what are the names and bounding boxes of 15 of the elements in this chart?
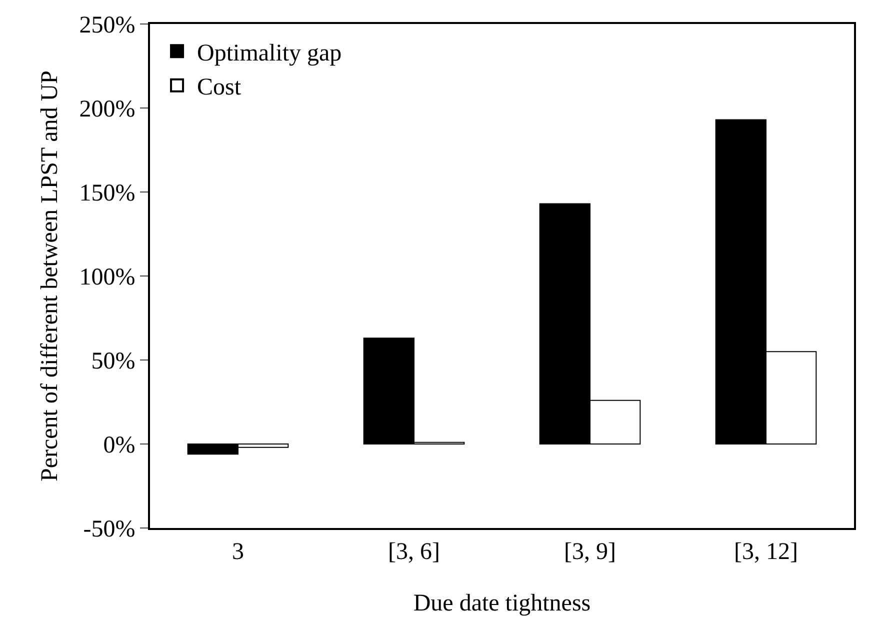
x-tick-label: [3, 9] [564,538,616,565]
y-tick-label: 200% [79,96,136,122]
y-tick-label: -50% [83,516,136,542]
y-tick-label: 50% [91,348,136,374]
y-tick-label: 0% [103,432,136,458]
y-tick-label: 100% [79,264,136,290]
x-tick-label: [3, 6] [388,538,440,565]
y-axis-title: Percent of different between LPST and UP [36,70,63,482]
x-tick-label: 3 [232,538,244,565]
x-tick-label: [3, 12] [734,538,798,565]
y-tick-label: 150% [79,180,136,206]
legend-label: Optimality gap [197,40,342,66]
x-axis-title: Due date tightness [413,590,591,617]
legend-label: Cost [197,74,242,101]
y-tick-label: 250% [79,12,136,38]
